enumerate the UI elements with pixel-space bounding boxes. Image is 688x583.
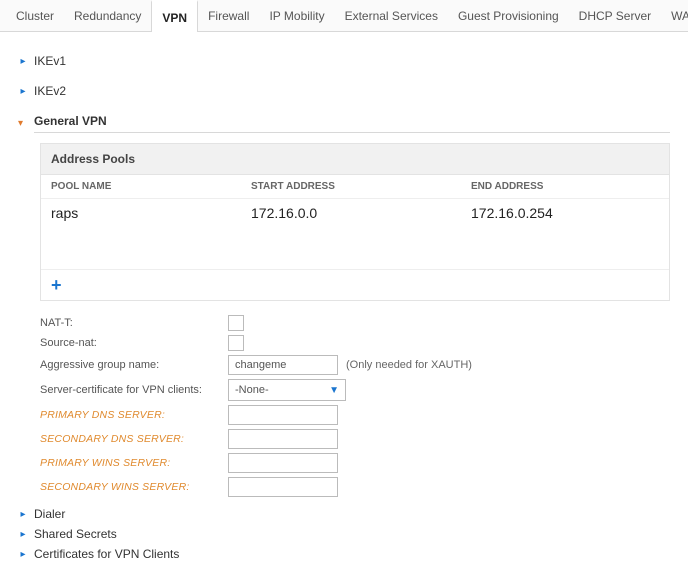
top-tabs: ClusterRedundancyVPNFirewallIP MobilityE… [0, 0, 688, 32]
secondary-wins-input[interactable] [228, 477, 338, 497]
general-vpn-body: Address Pools POOL NAME START ADDRESS EN… [18, 137, 670, 497]
chevron-right-icon: ▸ [18, 529, 28, 540]
tab-firewall[interactable]: Firewall [198, 0, 259, 32]
accordion-dialer[interactable]: ▸ Dialer [18, 505, 670, 523]
accordion-label: IKEv1 [34, 54, 66, 68]
primary-wins-input[interactable] [228, 453, 338, 473]
col-header-end: END ADDRESS [471, 181, 659, 192]
address-pools-panel: Address Pools POOL NAME START ADDRESS EN… [40, 143, 670, 301]
tab-vpn[interactable]: VPN [151, 0, 198, 32]
tab-cluster[interactable]: Cluster [6, 0, 64, 32]
agg-group-input[interactable] [228, 355, 338, 375]
cell-start-address: 172.16.0.0 [251, 205, 471, 221]
primary-wins-label: PRIMARY WINS SERVER: [40, 457, 220, 469]
accordion-label: General VPN [34, 114, 670, 133]
tab-ip-mobility[interactable]: IP Mobility [259, 0, 334, 32]
chevron-right-icon: ▸ [18, 509, 28, 520]
agg-group-hint: (Only needed for XAUTH) [346, 359, 472, 371]
chevron-right-icon: ▸ [18, 549, 28, 560]
chevron-down-icon: ▾ [18, 118, 28, 129]
accordion-label: Certificates for VPN Clients [34, 547, 179, 561]
col-header-name: POOL NAME [51, 181, 251, 192]
cell-end-address: 172.16.0.254 [471, 205, 659, 221]
cell-pool-name: raps [51, 205, 251, 221]
accordion-ikev1[interactable]: ▸ IKEv1 [18, 50, 670, 72]
source-nat-checkbox[interactable] [228, 335, 244, 351]
tab-external-services[interactable]: External Services [335, 0, 448, 32]
tab-guest-provisioning[interactable]: Guest Provisioning [448, 0, 569, 32]
source-nat-label: Source-nat: [40, 337, 220, 349]
nat-t-checkbox[interactable] [228, 315, 244, 331]
accordion-shared-secrets[interactable]: ▸ Shared Secrets [18, 525, 670, 543]
tab-wan[interactable]: WAN [661, 0, 688, 32]
secondary-wins-label: SECONDARY WINS SERVER: [40, 481, 220, 493]
accordion-ikev2[interactable]: ▸ IKEv2 [18, 80, 670, 102]
primary-dns-label: PRIMARY DNS SERVER: [40, 409, 220, 421]
server-cert-label: Server-certificate for VPN clients: [40, 384, 220, 396]
server-cert-select[interactable]: -None- ▼ [228, 379, 346, 401]
content-area: ▸ IKEv1 ▸ IKEv2 ▾ General VPN Address Po… [0, 32, 688, 583]
chevron-right-icon: ▸ [18, 56, 28, 67]
pools-title: Address Pools [41, 144, 669, 175]
col-header-start: START ADDRESS [251, 181, 471, 192]
accordion-label: IKEv2 [34, 84, 66, 98]
server-cert-value: -None- [235, 384, 269, 396]
nat-t-label: NAT-T: [40, 317, 220, 329]
chevron-right-icon: ▸ [18, 86, 28, 97]
secondary-dns-label: SECONDARY DNS SERVER: [40, 433, 220, 445]
table-row[interactable]: raps 172.16.0.0 172.16.0.254 [41, 199, 669, 269]
primary-dns-input[interactable] [228, 405, 338, 425]
accordion-general-vpn[interactable]: ▾ General VPN [18, 110, 670, 137]
pools-add-row: + [41, 269, 669, 300]
add-pool-button[interactable]: + [51, 275, 62, 295]
accordion-label: Dialer [34, 507, 65, 521]
secondary-dns-input[interactable] [228, 429, 338, 449]
tab-redundancy[interactable]: Redundancy [64, 0, 151, 32]
accordion-certs[interactable]: ▸ Certificates for VPN Clients [18, 545, 670, 563]
pools-header-row: POOL NAME START ADDRESS END ADDRESS [41, 175, 669, 199]
chevron-down-icon: ▼ [329, 385, 339, 396]
tab-dhcp-server[interactable]: DHCP Server [569, 0, 661, 32]
agg-group-label: Aggressive group name: [40, 359, 220, 371]
